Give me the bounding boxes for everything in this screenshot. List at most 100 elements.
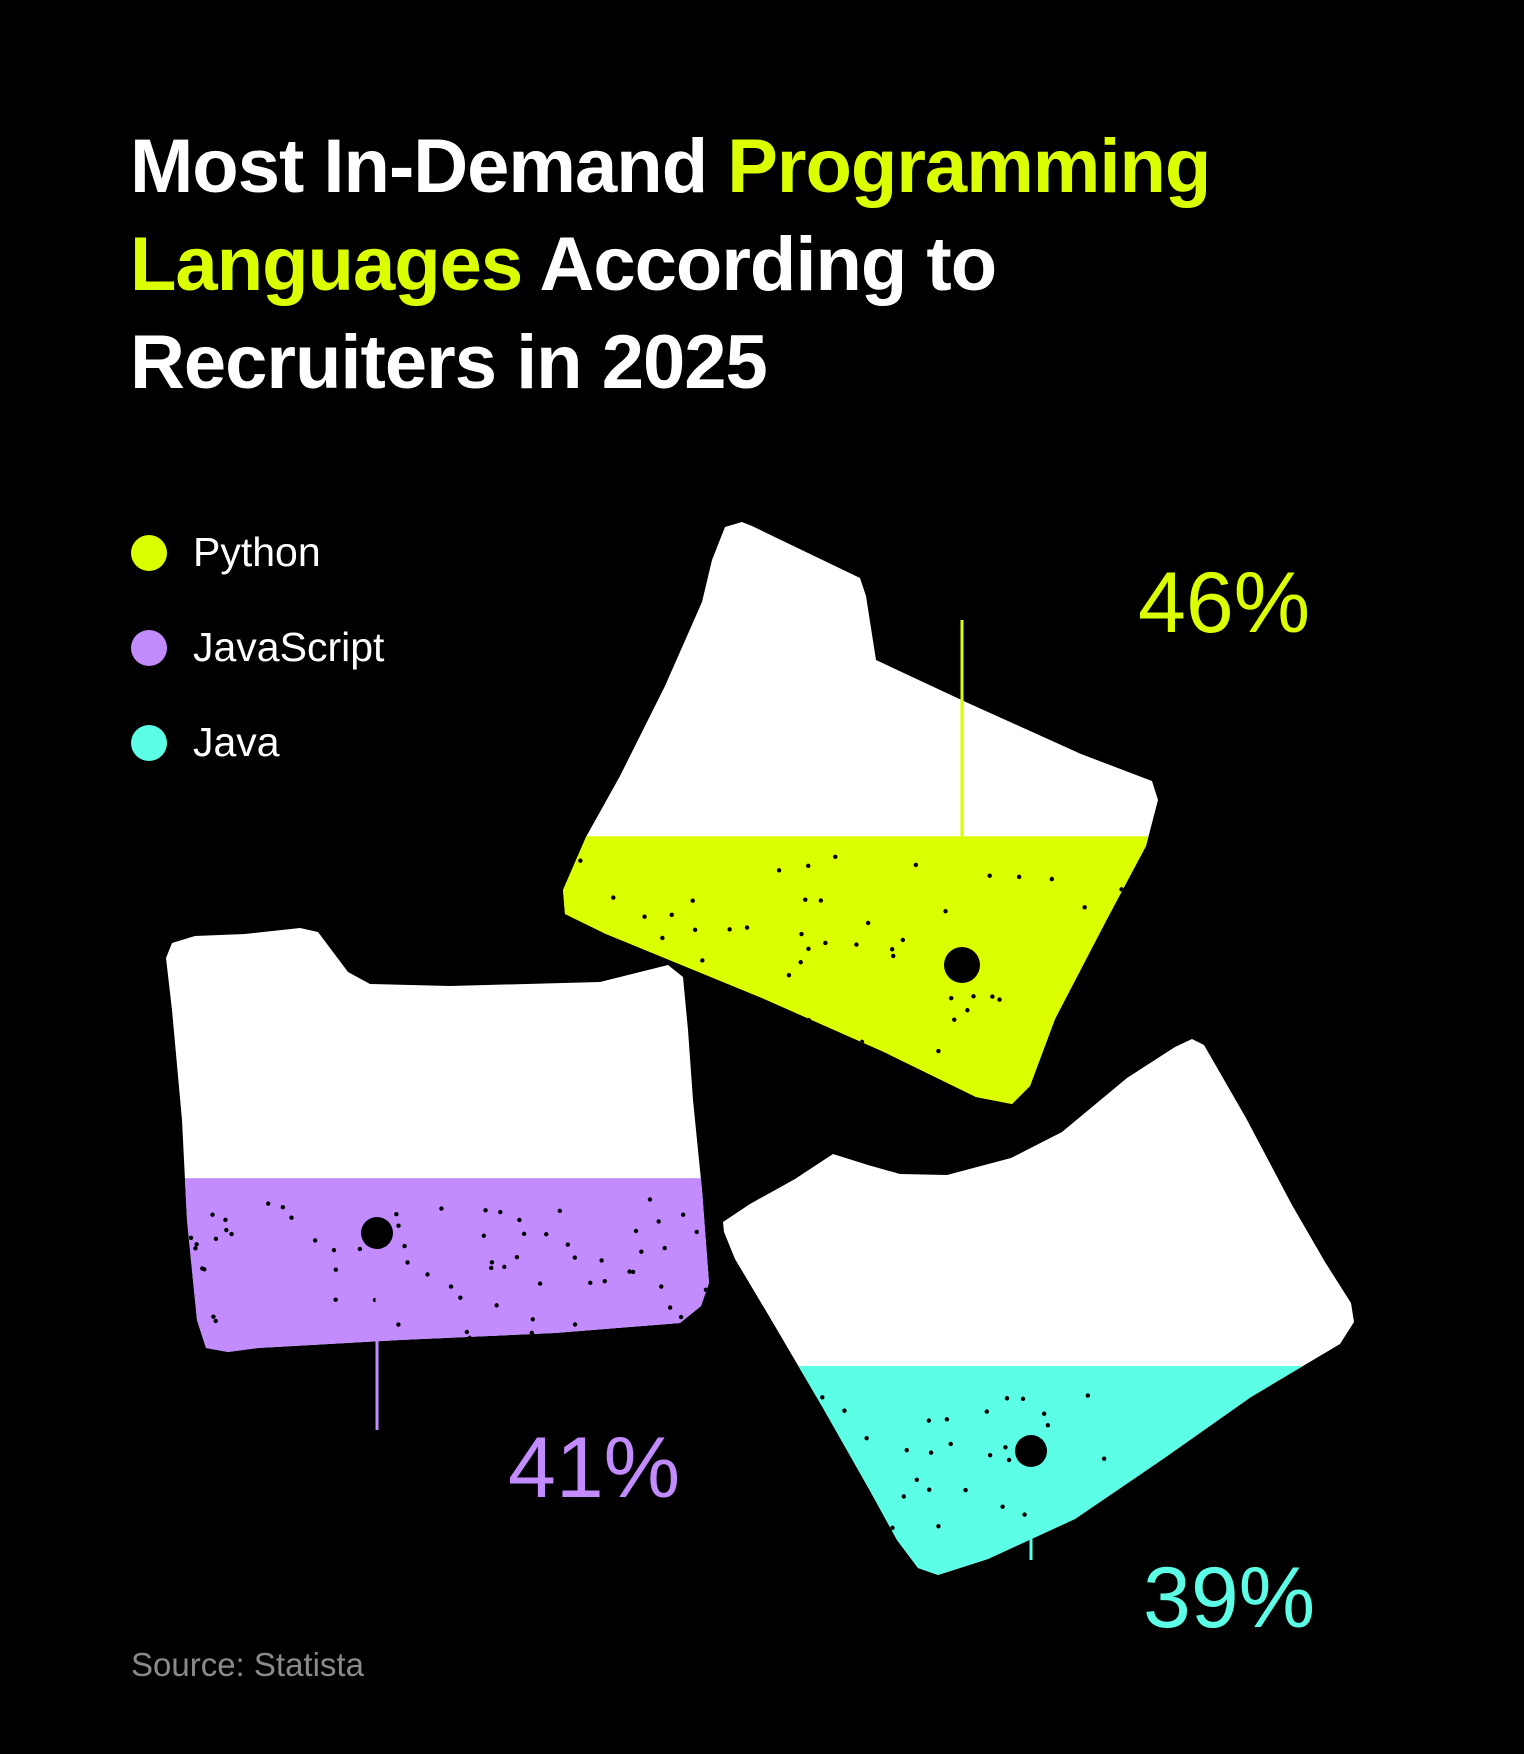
texture-dot xyxy=(1101,1046,1106,1052)
texture-dot xyxy=(700,958,705,963)
texture-dot xyxy=(396,1322,401,1327)
texture-dot xyxy=(188,1235,194,1241)
folder-group-java: 39% xyxy=(723,1039,1354,1646)
texture-dot xyxy=(633,1228,639,1234)
legend-swatch-python xyxy=(131,534,167,571)
texture-dot xyxy=(521,1231,527,1237)
texture-dot xyxy=(602,1278,607,1284)
texture-dot xyxy=(331,1247,337,1253)
texture-dot xyxy=(680,1212,686,1217)
texture-dot xyxy=(1241,1533,1246,1538)
texture-dot xyxy=(502,1264,507,1270)
texture-dot xyxy=(489,1265,494,1271)
texture-dot xyxy=(483,1208,488,1213)
texture-dot xyxy=(990,994,995,999)
texture-dot xyxy=(213,1236,219,1242)
texture-dot xyxy=(333,1297,338,1302)
texture-dot xyxy=(662,1245,667,1251)
texture-dot xyxy=(572,1322,578,1327)
texture-dot xyxy=(1109,1072,1114,1078)
anchor-dot-javascript xyxy=(361,1217,393,1249)
texture-dot xyxy=(425,1272,430,1277)
texture-dot xyxy=(639,1249,644,1254)
texture-dot xyxy=(889,947,895,952)
texture-dot xyxy=(794,1489,799,1495)
texture-dot xyxy=(448,1284,454,1289)
texture-dot xyxy=(823,940,828,946)
texture-dot xyxy=(806,863,811,869)
texture-dot xyxy=(223,1217,228,1223)
texture-dots-javascript xyxy=(179,1197,709,1341)
texture-dot xyxy=(690,898,695,903)
texture-dot xyxy=(669,912,674,917)
texture-dot xyxy=(1272,1526,1277,1531)
texture-dot xyxy=(778,1530,784,1536)
texture-dot xyxy=(1283,1544,1289,1549)
texture-dot xyxy=(794,1552,800,1557)
texture-dot xyxy=(1152,1021,1157,1027)
texture-dot xyxy=(798,1450,803,1456)
texture-dot xyxy=(529,1330,535,1336)
texture-dot xyxy=(229,1231,234,1237)
texture-dot xyxy=(776,1531,782,1537)
texture-dot xyxy=(965,1008,970,1013)
title-highlight-2: Languages xyxy=(130,222,523,307)
texture-dot xyxy=(210,1212,215,1217)
texture-dot xyxy=(514,1254,520,1260)
texture-dot xyxy=(1162,879,1166,883)
texture-dot xyxy=(193,1246,198,1251)
texture-dot xyxy=(396,1223,401,1228)
texture-dot xyxy=(494,1303,499,1308)
texture-dot xyxy=(458,1295,463,1300)
legend: Python JavaScript Java xyxy=(131,505,384,790)
texture-dot xyxy=(667,1305,673,1310)
texture-dot xyxy=(1320,1528,1326,1533)
texture-dot xyxy=(987,873,992,878)
texture-dot xyxy=(200,1266,205,1271)
legend-label-javascript: JavaScript xyxy=(193,624,385,670)
texture-dot xyxy=(806,1394,812,1399)
texture-dot xyxy=(731,1546,737,1551)
texture-dot xyxy=(809,1049,815,1054)
texture-dot xyxy=(289,1215,294,1220)
texture-dot xyxy=(694,1024,699,1029)
texture-dot xyxy=(1020,1396,1026,1402)
texture-dot xyxy=(928,1450,934,1455)
texture-dot xyxy=(489,1260,495,1265)
texture-dot xyxy=(806,1017,812,1023)
texture-dot xyxy=(1176,940,1180,944)
texture-dot xyxy=(312,1238,318,1243)
texture-dot xyxy=(1196,1452,1201,1457)
texture-dot xyxy=(762,1520,767,1526)
texture-dot xyxy=(984,1409,989,1414)
value-label-python: 46% xyxy=(1138,555,1310,651)
texture-dot xyxy=(1016,874,1022,880)
texture-dot xyxy=(890,1525,895,1531)
texture-dot xyxy=(1150,1538,1156,1543)
texture-dot xyxy=(544,1232,549,1237)
texture-dot xyxy=(952,1017,957,1022)
texture-dot xyxy=(865,920,871,926)
texture-dot xyxy=(963,1487,968,1493)
texture-dot xyxy=(1058,1072,1064,1077)
texture-dot xyxy=(467,1335,472,1341)
texture-dot xyxy=(927,1487,932,1492)
texture-dot xyxy=(1049,876,1055,882)
value-label-java: 39% xyxy=(1143,1550,1315,1646)
texture-dot xyxy=(948,995,954,1001)
texture-dot xyxy=(904,1447,909,1453)
texture-dot xyxy=(1082,905,1087,910)
texture-dot xyxy=(333,1267,339,1272)
texture-dot xyxy=(357,1246,363,1252)
texture-dot xyxy=(557,1208,563,1214)
legend-label-java: Java xyxy=(193,719,280,765)
texture-dot xyxy=(1279,1490,1284,1495)
texture-dot xyxy=(997,997,1002,1002)
texture-dot xyxy=(601,947,607,953)
texture-dot xyxy=(1308,1498,1314,1503)
texture-dot xyxy=(1310,1487,1315,1493)
texture-dot xyxy=(224,1227,229,1233)
texture-dot xyxy=(803,897,808,902)
texture-dot xyxy=(280,1205,285,1210)
